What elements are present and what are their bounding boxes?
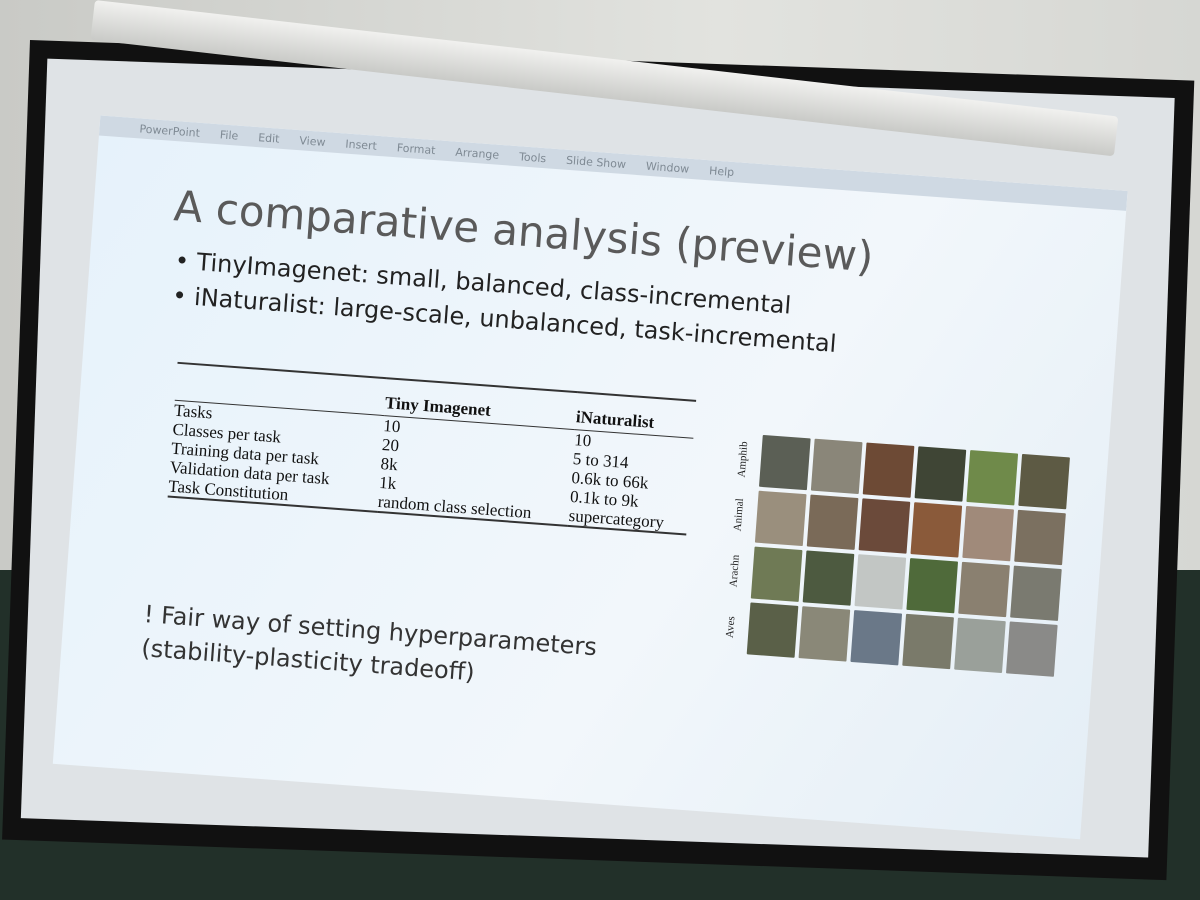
thumbnail [862, 442, 915, 498]
projector-screen-frame: PowerPoint File Edit View Insert Format Arrang… [2, 40, 1195, 881]
thumbnail [1010, 565, 1062, 621]
thumbnail [910, 502, 963, 558]
thumbnail [754, 490, 807, 547]
menu-item: Help [708, 163, 735, 179]
menu-item: Window [645, 159, 690, 176]
row-label: Animal [731, 498, 747, 533]
thumbnail [858, 498, 911, 554]
image-grid: Amphib Animal Arachn Aves [723, 433, 1070, 677]
thumbnail [902, 613, 954, 670]
menu-item: Slide Show [565, 153, 627, 171]
thumbnail [914, 446, 967, 502]
thumbnail [802, 550, 855, 606]
thumbnail [810, 438, 863, 495]
thumbnail [958, 561, 1010, 618]
row-label: Arachn [727, 554, 742, 588]
thumbnail [1018, 453, 1070, 510]
thumbnail [1014, 509, 1066, 566]
menu-item: Tools [518, 149, 547, 165]
thumbnail [806, 494, 859, 550]
thumbnail [854, 554, 907, 610]
thumbnail [906, 557, 959, 614]
comparison-table: Tiny Imagenet iNaturalist Tasks 10 10 Classe… [167, 361, 697, 536]
menu-item: Edit [257, 130, 280, 146]
row-label: Amphib [735, 441, 751, 478]
thumbnail [798, 606, 851, 662]
thumbnail [1005, 621, 1058, 677]
menu-item: Insert [344, 137, 378, 153]
row-label: Aves [723, 615, 738, 639]
menu-item: View [298, 133, 326, 149]
thumbnail [746, 602, 799, 658]
projector-screen: PowerPoint File Edit View Insert Format Arrang… [20, 58, 1175, 858]
slide: PowerPoint File Edit View Insert Format Arrang… [52, 115, 1128, 840]
menu-item: PowerPoint [139, 121, 201, 140]
thumbnail [966, 450, 1019, 506]
thumbnail [962, 505, 1015, 562]
thumbnail [850, 610, 903, 666]
thumbnail [750, 546, 803, 602]
thumbnail [954, 617, 1006, 674]
menu-item: Format [396, 140, 436, 157]
thumbnail [758, 434, 811, 491]
menu-item: File [219, 127, 239, 143]
menu-item: Arrange [454, 145, 500, 162]
